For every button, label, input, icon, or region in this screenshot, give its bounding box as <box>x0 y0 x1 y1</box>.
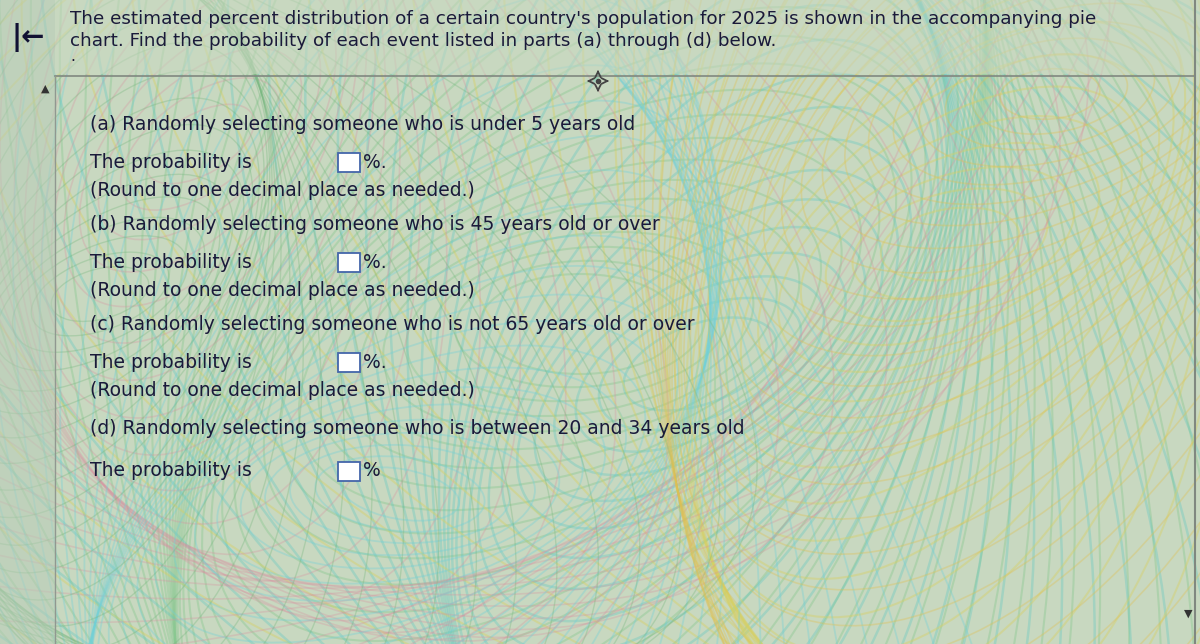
Text: The estimated percent distribution of a certain country's population for 2025 is: The estimated percent distribution of a … <box>70 10 1097 28</box>
Text: (c) Randomly selecting someone who is not 65 years old or over: (c) Randomly selecting someone who is no… <box>90 314 695 334</box>
Text: (a) Randomly selecting someone who is under 5 years old: (a) Randomly selecting someone who is un… <box>90 115 635 133</box>
Bar <box>338 253 360 272</box>
Bar <box>338 153 360 172</box>
Bar <box>338 462 360 481</box>
Text: (Round to one decimal place as needed.): (Round to one decimal place as needed.) <box>90 281 475 299</box>
Text: (Round to one decimal place as needed.): (Round to one decimal place as needed.) <box>90 381 475 399</box>
Text: %.: %. <box>364 252 386 272</box>
Text: .: . <box>70 48 74 64</box>
Bar <box>338 353 360 372</box>
Text: %.: %. <box>364 153 386 171</box>
Text: (Round to one decimal place as needed.): (Round to one decimal place as needed.) <box>90 180 475 200</box>
Text: (d) Randomly selecting someone who is between 20 and 34 years old: (d) Randomly selecting someone who is be… <box>90 419 745 439</box>
Text: The probability is: The probability is <box>90 252 252 272</box>
Bar <box>55 0 1200 74</box>
Text: The probability is: The probability is <box>90 462 252 480</box>
Text: The probability is: The probability is <box>90 153 252 171</box>
Text: |←: |← <box>11 23 44 52</box>
Text: (b) Randomly selecting someone who is 45 years old or over: (b) Randomly selecting someone who is 45… <box>90 214 660 234</box>
Text: %: % <box>364 462 380 480</box>
Text: The probability is: The probability is <box>90 352 252 372</box>
Text: chart. Find the probability of each event listed in parts (a) through (d) below.: chart. Find the probability of each even… <box>70 32 776 50</box>
Bar <box>0 0 55 644</box>
Text: ▲: ▲ <box>41 84 49 94</box>
Text: %.: %. <box>364 352 386 372</box>
Text: ▼: ▼ <box>1183 609 1193 619</box>
